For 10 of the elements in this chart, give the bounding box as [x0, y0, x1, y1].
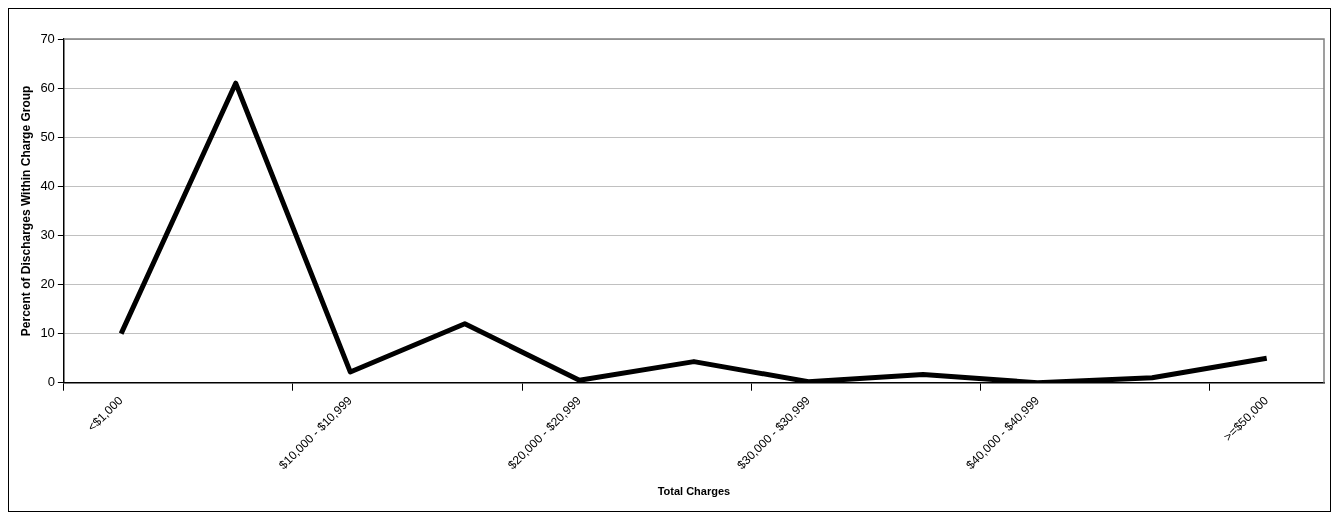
y-tick-label: 10 [40, 325, 55, 341]
y-tick-label: 70 [40, 30, 55, 46]
x-axis-title: Total Charges [657, 485, 731, 498]
y-tick-label: 20 [40, 276, 55, 292]
y-tick-label: 0 [47, 374, 55, 390]
y-axis-title: Percent of Discharges Within Charge Group [18, 85, 33, 337]
y-tick-label: 50 [40, 128, 55, 144]
y-tick-label: 30 [40, 227, 55, 242]
y-tick-label: 40 [40, 177, 55, 193]
y-tick-label: 60 [40, 79, 55, 95]
